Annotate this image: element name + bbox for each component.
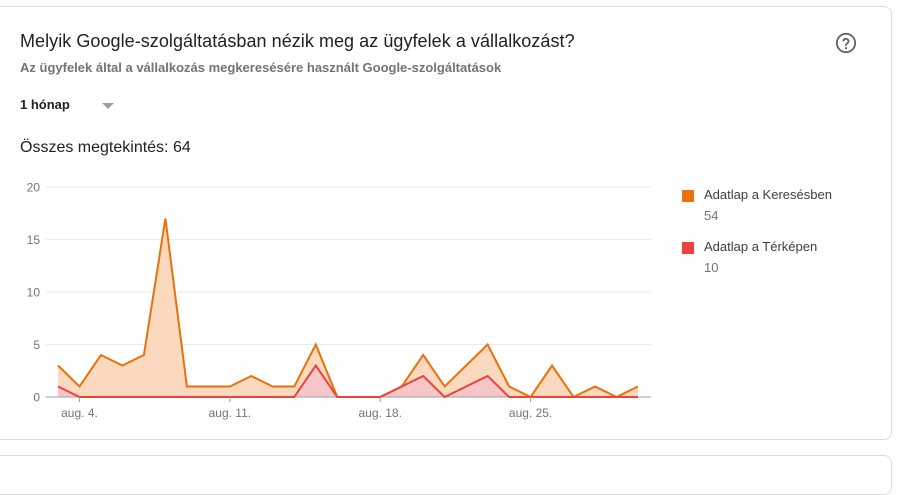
help-circle-icon[interactable] xyxy=(835,32,857,54)
card-subtitle: Az ügyfelek által a vállalkozás megkeres… xyxy=(20,60,502,75)
card-title: Melyik Google-szolgáltatásban nézik meg … xyxy=(20,31,575,51)
y-tick-label: 0 xyxy=(33,391,40,405)
legend-value: 54 xyxy=(704,208,719,223)
legend-label: Adatlap a Térképen xyxy=(704,239,818,254)
legend-swatch-search xyxy=(682,190,694,202)
legend-value: 10 xyxy=(704,260,719,275)
legend-swatch-maps xyxy=(682,242,694,254)
x-tick-label: aug. 11. xyxy=(209,406,251,420)
next-card xyxy=(0,455,892,495)
dropdown-caret-icon xyxy=(101,102,114,109)
y-tick-label: 20 xyxy=(27,181,41,195)
area-search xyxy=(58,218,638,397)
area-maps xyxy=(58,365,638,397)
total-views: Összes megtekintés: 64 xyxy=(20,139,191,156)
y-tick-label: 15 xyxy=(27,233,41,247)
x-tick-label: aug. 25. xyxy=(509,406,552,420)
x-tick-label: aug. 4. xyxy=(61,406,98,420)
y-tick-label: 5 xyxy=(33,338,40,352)
stacked-area-chart: 0 5 10 15 20 aug. 4. aug. 11. aug. 18. aug. 25. xyxy=(27,181,651,420)
legend-label: Adatlap a Keresésben xyxy=(704,187,832,202)
line-maps xyxy=(57,363,638,399)
time-range-dropdown[interactable]: 1 hónap xyxy=(20,97,114,112)
x-tick-label: aug. 18. xyxy=(359,406,402,420)
time-range-value: 1 hónap xyxy=(20,97,70,112)
y-tick-label: 10 xyxy=(27,286,41,300)
